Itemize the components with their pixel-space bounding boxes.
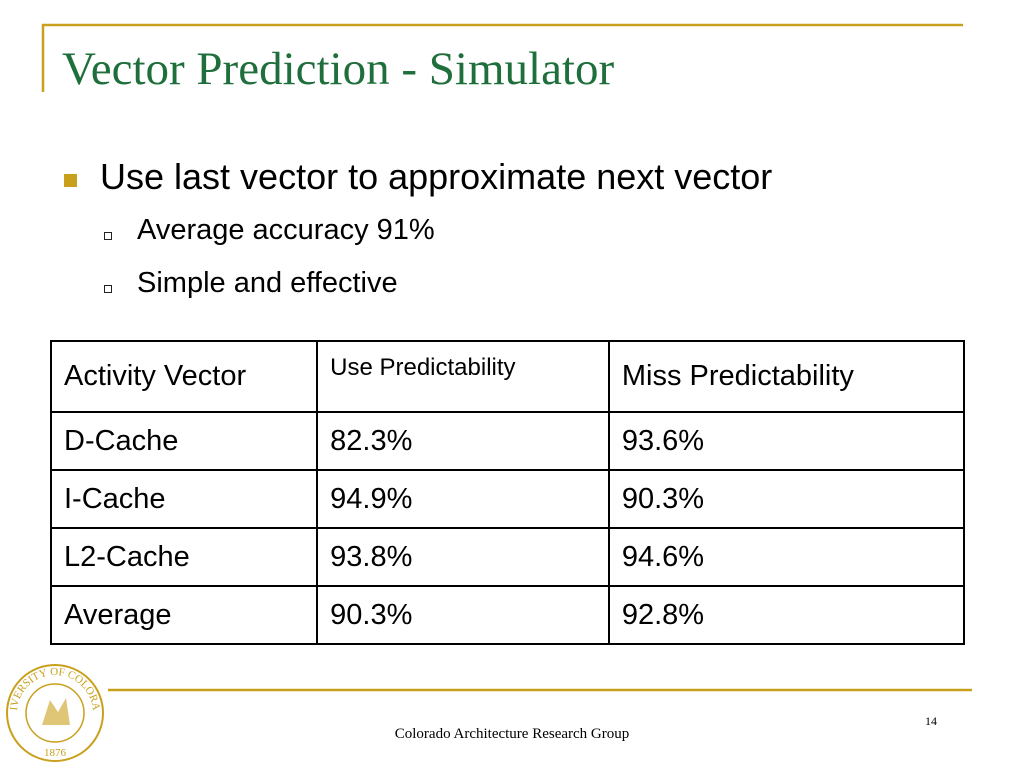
bullet-marker xyxy=(64,174,77,187)
frame-line xyxy=(41,23,963,92)
table-row: D-Cache 82.3% 93.6% xyxy=(49,411,966,471)
table-cell: 94.6% xyxy=(607,527,966,587)
table-row: I-Cache 94.9% 90.3% xyxy=(49,469,966,529)
table-cell: L2-Cache xyxy=(49,527,319,587)
table-row: L2-Cache 93.8% 94.6% xyxy=(49,527,966,587)
table-cell: 90.3% xyxy=(607,469,966,529)
table-cell: 93.6% xyxy=(607,411,966,471)
page-number: 14 xyxy=(925,714,937,728)
table-cell: I-Cache xyxy=(49,469,319,529)
table-cell: 93.8% xyxy=(316,527,610,587)
table-cell: 92.8% xyxy=(607,585,966,645)
slide-title: Vector Prediction - Simulator xyxy=(62,43,615,95)
table: Activity Vector Use Predictability Miss Pr… xyxy=(49,340,966,645)
header-row: Activity Vector Use Predictability Miss Pr… xyxy=(49,340,966,413)
seal-year: 1876 xyxy=(44,747,67,759)
table-cell: 94.9% xyxy=(316,469,610,529)
sub-bullet-marker xyxy=(104,285,112,293)
footer-text: Colorado Architecture Research Group xyxy=(394,726,630,742)
table-cell: Average xyxy=(49,585,319,645)
table-cell: 90.3% xyxy=(316,585,610,645)
sub-bullet: Average accuracy 91% xyxy=(137,214,435,246)
bullet: Use last vector to approximate next vect… xyxy=(100,156,773,197)
sub-bullet: Simple and effective xyxy=(137,267,398,299)
table-row: Average 90.3% 92.8% xyxy=(49,585,966,645)
header-cell: Activity Vector xyxy=(49,340,319,413)
table-cell: 82.3% xyxy=(316,411,610,471)
header-cell: Miss Predictability xyxy=(607,340,966,413)
header-cell: Use Predictability xyxy=(316,340,610,413)
sub-bullet-marker xyxy=(104,232,112,240)
table-cell: D-Cache xyxy=(49,411,319,471)
